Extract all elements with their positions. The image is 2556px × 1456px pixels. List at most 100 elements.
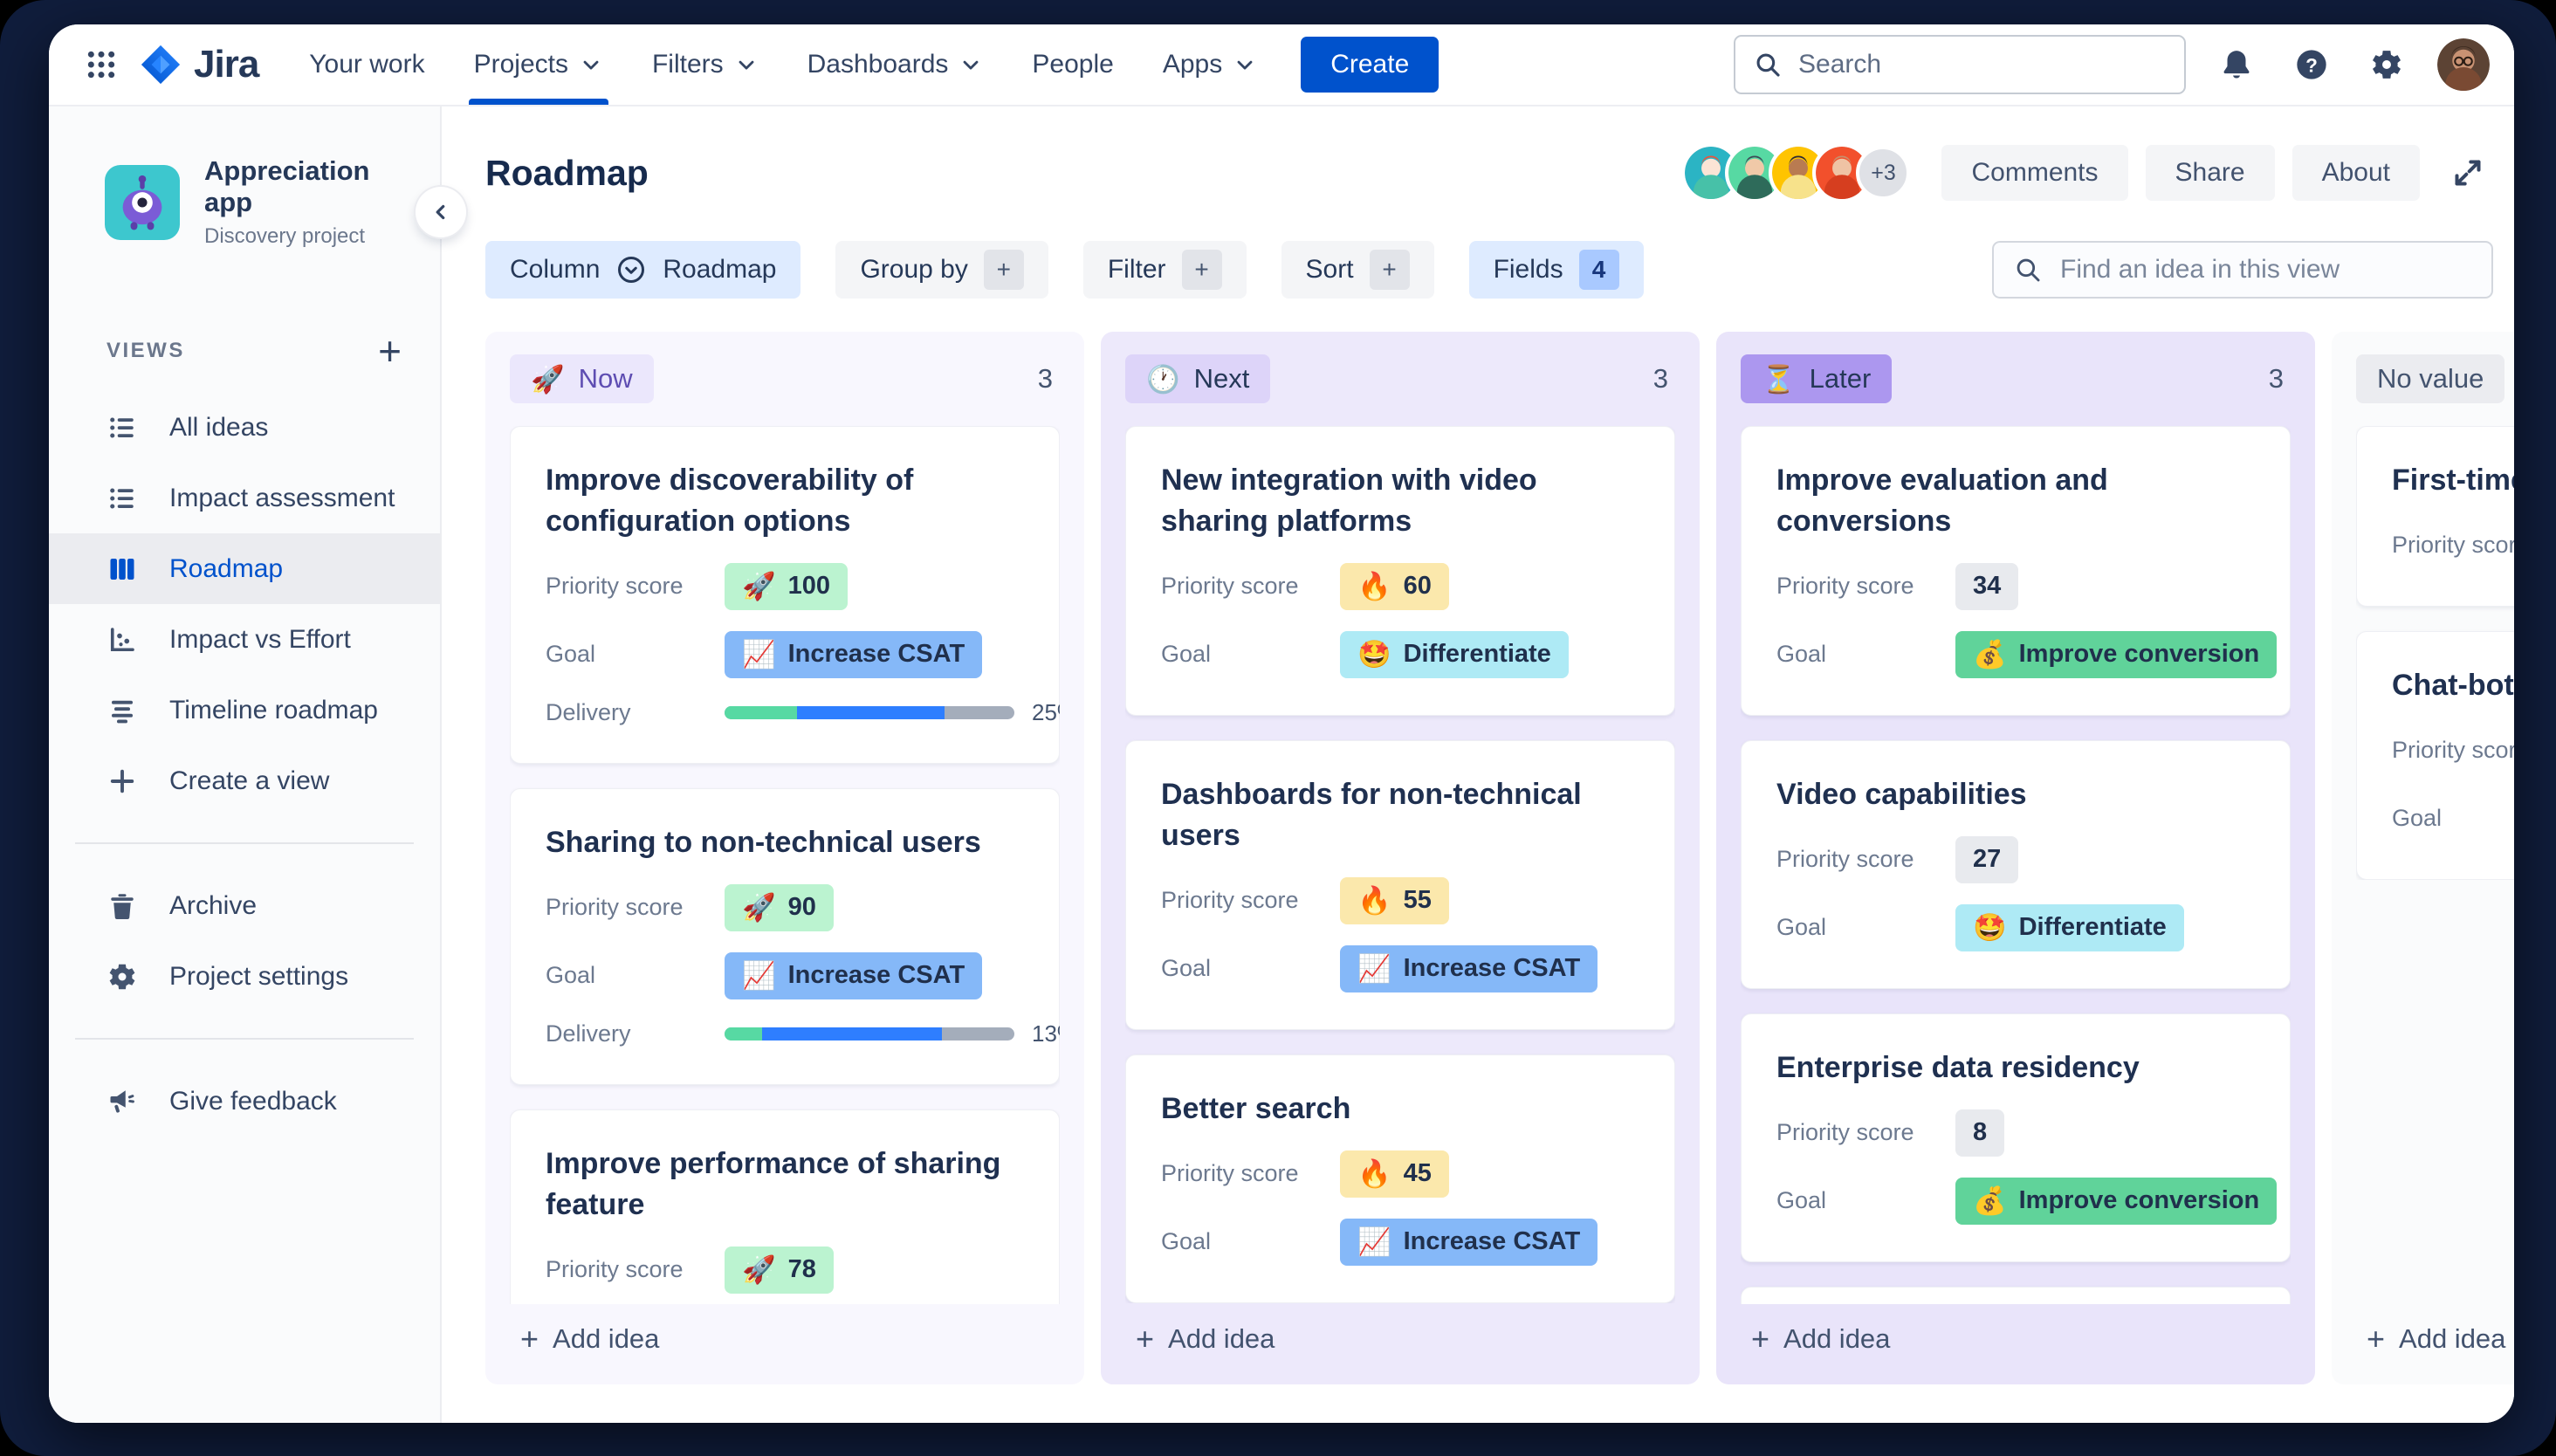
- create-button[interactable]: Create: [1301, 37, 1439, 93]
- idea-card[interactable]: Improve discoverability of configuration…: [510, 426, 1060, 764]
- nav-item-your-work[interactable]: Your work: [285, 24, 449, 105]
- add-idea-button[interactable]: + Add idea: [1125, 1304, 1675, 1362]
- idea-card[interactable]: Better search Priority score 🔥 45 Goal 📈 Incre…: [1125, 1054, 1675, 1303]
- column-cards: Improve evaluation and conversions Priori…: [1741, 426, 2291, 1304]
- user-avatar[interactable]: [2437, 38, 2490, 91]
- card-title: Dashboards for non-technical users: [1161, 777, 1582, 852]
- column-status-chip-later[interactable]: ⏳ Later: [1741, 354, 1893, 403]
- comments-button[interactable]: Comments: [1941, 145, 2128, 201]
- idea-card[interactable]: New integration with video sharing platf…: [1125, 426, 1675, 716]
- idea-card[interactable]: Improve evaluation and conversions Priori…: [1741, 426, 2291, 716]
- project-name: Appreciation app: [204, 155, 370, 217]
- sidebar-item-roadmap[interactable]: Roadmap: [49, 533, 440, 604]
- idea-card[interactable]: Sharing to non-technical users Priority s…: [510, 787, 1060, 1085]
- idea-card[interactable]: Enterprise data residency Priority score 8…: [1741, 1013, 2291, 1262]
- chevron-down-icon: [739, 60, 754, 70]
- nav-item-filters[interactable]: Filters: [628, 24, 783, 105]
- goal-chip: 📈 Increase CSAT: [725, 951, 983, 999]
- field-label-priority: Priority score: [1161, 1160, 1299, 1187]
- card-field-row-delivery: Delivery 13% Done: [546, 1020, 1060, 1047]
- nav-item-projects[interactable]: Projects: [450, 24, 628, 105]
- column-cards: New integration with video sharing platf…: [1125, 426, 1675, 1303]
- search-input[interactable]: [1797, 49, 2167, 80]
- fields-count-badge: 4: [1578, 250, 1619, 290]
- share-button[interactable]: Share: [2145, 145, 2275, 201]
- sidebar-item-archive[interactable]: Archive: [49, 870, 440, 941]
- idea-card[interactable]: Chat-bot su Priority score6 Goal🤩: [2356, 630, 2514, 880]
- goal-chip-icon: 🤩: [1973, 912, 2007, 944]
- card-field-row-goal: Goal 🤩 Differentiate: [1161, 630, 1639, 678]
- idea-card[interactable]: Improve performance of sharing feature Pr…: [510, 1109, 1060, 1304]
- project-header[interactable]: Appreciation app Discovery project: [49, 143, 440, 261]
- nav-item-people[interactable]: People: [1007, 24, 1137, 105]
- gear-icon: [106, 961, 138, 992]
- group-by-chip[interactable]: Group by +: [835, 241, 1048, 299]
- column-selector-value: Roadmap: [663, 255, 777, 284]
- sidebar-item-all-ideas[interactable]: All ideas: [49, 392, 440, 463]
- chevron-down-icon: [1237, 60, 1253, 70]
- idea-card[interactable]: Dashboards for non-technical users Priori…: [1125, 739, 1675, 1030]
- add-idea-button[interactable]: + Add idea: [1741, 1304, 2291, 1362]
- card-title: Sharing to non-technical users: [546, 825, 981, 859]
- plus-icon: +: [983, 250, 1024, 290]
- idea-card[interactable]: Video capabilities Priority score 27 Goal 🤩 D…: [1741, 739, 2291, 989]
- help-icon[interactable]: ?: [2287, 40, 2336, 89]
- add-view-icon[interactable]: +: [378, 328, 402, 374]
- goal-chip-text: Improve conversion: [2018, 1186, 2260, 1215]
- goal-chip-icon: 💰: [1973, 639, 2007, 670]
- about-button[interactable]: About: [2291, 145, 2420, 201]
- idea-card[interactable]: First-time ex Priority score6: [2356, 426, 2514, 607]
- fields-chip[interactable]: Fields 4: [1468, 241, 1644, 299]
- sidebar-item-impact-vs-effort[interactable]: Impact vs Effort: [49, 604, 440, 675]
- global-search[interactable]: [1734, 35, 2186, 94]
- nav-label: Dashboards: [807, 50, 949, 79]
- column-status-chip-no-value[interactable]: No value: [2356, 354, 2505, 403]
- sidebar-item-label: Create a view: [169, 766, 330, 795]
- card-field-row-delivery: Delivery 25% Done: [546, 698, 1060, 726]
- priority-score-chip: 🔥 60: [1340, 562, 1449, 610]
- contributor-avatars[interactable]: +3: [1681, 143, 1911, 203]
- add-idea-label: Add idea: [1783, 1323, 1891, 1354]
- app-switcher-icon[interactable]: [77, 40, 126, 89]
- sidebar-item-project-settings[interactable]: Project settings: [49, 941, 440, 1012]
- sidebar-item-timeline-roadmap[interactable]: Timeline roadmap: [49, 675, 440, 745]
- field-label-priority: Priority score: [546, 573, 684, 600]
- field-value-goal: 📈 Increase CSAT: [1340, 1218, 1639, 1266]
- nav-item-apps[interactable]: Apps: [1138, 24, 1281, 105]
- filter-chip[interactable]: Filter +: [1082, 241, 1247, 299]
- plus-icon: +: [1181, 250, 1222, 290]
- settings-gear-icon[interactable]: [2362, 40, 2411, 89]
- idea-card[interactable]: Platform improvementsPriority score7Goal…: [1741, 1286, 2291, 1304]
- column-selector-chip[interactable]: Column Roadmap: [485, 241, 801, 299]
- plus-icon: +: [2367, 1321, 2386, 1356]
- field-label-delivery: Delivery: [546, 698, 631, 725]
- sidebar-item-create-a-view[interactable]: Create a view: [49, 745, 440, 816]
- column-status-chip-next[interactable]: 🕐 Next: [1125, 354, 1271, 403]
- add-idea-label: Add idea: [1168, 1323, 1275, 1354]
- avatar-overflow-badge[interactable]: +3: [1856, 146, 1911, 200]
- add-idea-button[interactable]: + Add idea: [2356, 1304, 2514, 1362]
- find-idea-input[interactable]: [2058, 254, 2472, 285]
- find-idea-search[interactable]: [1992, 241, 2493, 299]
- goal-chip: 📈 Increase CSAT: [725, 630, 983, 678]
- card-field-row-goal: Goal 📈 Increase CSAT: [1161, 1218, 1639, 1266]
- field-label-goal: Goal: [546, 962, 596, 989]
- jira-logo[interactable]: Jira: [138, 42, 259, 87]
- field-value-goal: 📈 Increase CSAT: [725, 951, 1024, 999]
- card-field-row-priority: Priority score 34: [1776, 562, 2255, 610]
- column-status-chip-now[interactable]: 🚀 Now: [510, 354, 654, 403]
- sort-chip[interactable]: Sort +: [1281, 241, 1434, 299]
- sidebar-item-impact-assessment[interactable]: Impact assessment: [49, 463, 440, 533]
- sidebar-collapse-button[interactable]: [416, 187, 466, 237]
- card-field-row-goal: Goal 💰 Improve conversion: [1776, 1177, 2278, 1225]
- card-field-row-goal: Goal 📈 Increase CSAT: [1161, 944, 1639, 992]
- nav-item-dashboards[interactable]: Dashboards: [783, 24, 1008, 105]
- fullscreen-expand-icon[interactable]: [2443, 148, 2493, 198]
- list-icon: [106, 483, 138, 514]
- sidebar-item-give-feedback[interactable]: Give feedback: [49, 1066, 440, 1137]
- add-idea-button[interactable]: + Add idea: [510, 1304, 1060, 1362]
- field-value-priority: 🔥 45: [1340, 1150, 1639, 1198]
- plus-icon: [106, 766, 138, 797]
- notifications-bell-icon[interactable]: [2212, 40, 2261, 89]
- main-content: Roadmap +3 Comments Share About: [442, 106, 2514, 1423]
